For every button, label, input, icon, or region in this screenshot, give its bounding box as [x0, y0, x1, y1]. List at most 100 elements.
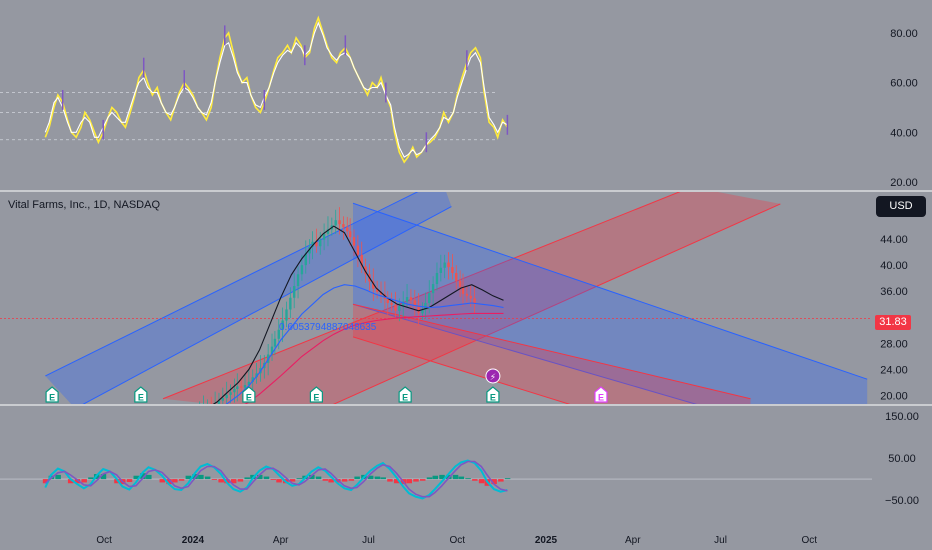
- macd-histogram-bar: [322, 479, 329, 481]
- earnings-marker[interactable]: E: [309, 386, 323, 403]
- macd-line: [44, 459, 508, 500]
- earnings-marker-label: E: [246, 393, 252, 403]
- macd-histogram-bar: [140, 473, 146, 480]
- moving-averages: [212, 225, 504, 404]
- date-tick-label: Oct: [96, 535, 112, 546]
- date-tick-label: Jul: [714, 535, 727, 546]
- earnings-marker[interactable]: E: [398, 386, 412, 403]
- earnings-marker[interactable]: E: [134, 386, 148, 403]
- earnings-marker[interactable]: E: [45, 386, 59, 403]
- candle-body: [356, 245, 360, 255]
- price-tick-label: 36.00: [880, 286, 908, 298]
- candle-body: [409, 297, 413, 301]
- macd-histogram-bar: [387, 479, 393, 482]
- macd-histogram-bar: [504, 478, 511, 480]
- date-tick-label: Jul: [362, 535, 375, 546]
- candle-body: [196, 415, 198, 418]
- channel-edge[interactable]: [45, 180, 441, 377]
- candle-body: [405, 297, 409, 302]
- channel-edge[interactable]: [162, 187, 692, 400]
- earnings-marker-shape: [309, 386, 323, 403]
- macd-histogram-bar: [367, 475, 374, 480]
- macd-histogram-bar: [81, 479, 87, 483]
- candle-body: [296, 274, 300, 287]
- candle-body: [346, 227, 349, 232]
- oscillator-tick-label: 80.00: [890, 28, 918, 40]
- earnings-marker-label: E: [313, 393, 319, 403]
- macd-signal-line: [44, 460, 508, 498]
- earnings-marker[interactable]: E: [594, 386, 608, 403]
- candle-body: [447, 262, 450, 268]
- candle-body: [277, 329, 280, 339]
- candle-body: [469, 295, 472, 299]
- macd-histogram-bar: [439, 474, 445, 480]
- candle-body: [236, 386, 239, 389]
- candle-body: [386, 299, 389, 303]
- macd-histogram-bar: [218, 479, 224, 483]
- channel-edge[interactable]: [310, 203, 781, 415]
- candle-body: [202, 409, 204, 412]
- split-marker-label: ⚡: [490, 373, 496, 383]
- candle-body: [428, 293, 431, 303]
- currency-button[interactable]: USD: [876, 196, 926, 217]
- candle-body: [334, 220, 337, 226]
- price-tick-label: 44.00: [880, 234, 908, 246]
- candle-body: [338, 220, 341, 225]
- candle-body: [198, 412, 200, 415]
- oscillator-tick-label: 40.00: [890, 127, 918, 139]
- earnings-marker[interactable]: E: [486, 386, 500, 403]
- macd-histogram-bar: [348, 479, 355, 481]
- macd-histogram-bar: [413, 479, 419, 482]
- earnings-marker-shape: [134, 386, 148, 403]
- candle-body: [342, 224, 345, 228]
- macd-histogram-bar: [289, 479, 296, 482]
- moving-average-line: [225, 284, 504, 404]
- macd-histogram-bar: [406, 479, 412, 484]
- candle-body: [247, 381, 251, 386]
- candle-body: [431, 284, 435, 294]
- macd-histogram-bar: [159, 479, 166, 483]
- fib-level-label: 0.6053794887048635: [279, 322, 377, 333]
- macd-histogram-bar: [211, 479, 218, 480]
- symbol-title: Vital Farms, Inc., 1D, NASDAQ: [8, 199, 161, 211]
- macd-histogram-bar: [204, 476, 211, 480]
- candle-body: [352, 237, 356, 246]
- candle-body: [398, 306, 401, 311]
- macd-histogram-bar: [465, 478, 471, 480]
- macd-tick-label: 150.00: [885, 411, 919, 423]
- channel-edge[interactable]: [352, 336, 750, 461]
- channel-edge[interactable]: [352, 202, 868, 380]
- price-tick-label: 40.00: [880, 260, 908, 272]
- channel-edge[interactable]: [75, 206, 452, 409]
- macd-histogram-bar: [100, 474, 107, 480]
- candle-body: [443, 262, 446, 268]
- channel-edge[interactable]: [352, 303, 751, 400]
- macd-histogram-bar: [491, 479, 497, 485]
- oscillator-tick-label: 20.00: [890, 177, 918, 189]
- candle-body: [225, 394, 228, 399]
- candle-body: [473, 298, 476, 304]
- candle-body: [293, 286, 296, 298]
- date-tick-label: Apr: [273, 535, 289, 546]
- macd-histogram-bar: [328, 479, 334, 483]
- earnings-marker-shape: [594, 386, 608, 403]
- candle-body: [379, 291, 383, 295]
- candle-body: [221, 398, 225, 401]
- candle-body: [402, 301, 405, 307]
- candle-body: [273, 338, 277, 347]
- candle-body: [255, 373, 258, 378]
- earnings-marker[interactable]: E: [242, 386, 256, 403]
- macd-histogram-bar: [315, 476, 322, 480]
- macd-histogram-bar: [452, 474, 459, 480]
- split-marker[interactable]: ⚡: [485, 368, 501, 384]
- macd-histogram-bar: [309, 474, 315, 480]
- channel-edge[interactable]: [352, 303, 867, 454]
- macd-tick-label: 50.00: [888, 453, 916, 465]
- macd-histogram-bar: [178, 479, 185, 481]
- macd-histogram-bar: [146, 474, 152, 480]
- split-marker-circle: [485, 368, 501, 384]
- macd-histogram-bar: [458, 476, 465, 480]
- macd-histogram-bar: [296, 478, 303, 480]
- date-tick-label: Oct: [449, 535, 465, 546]
